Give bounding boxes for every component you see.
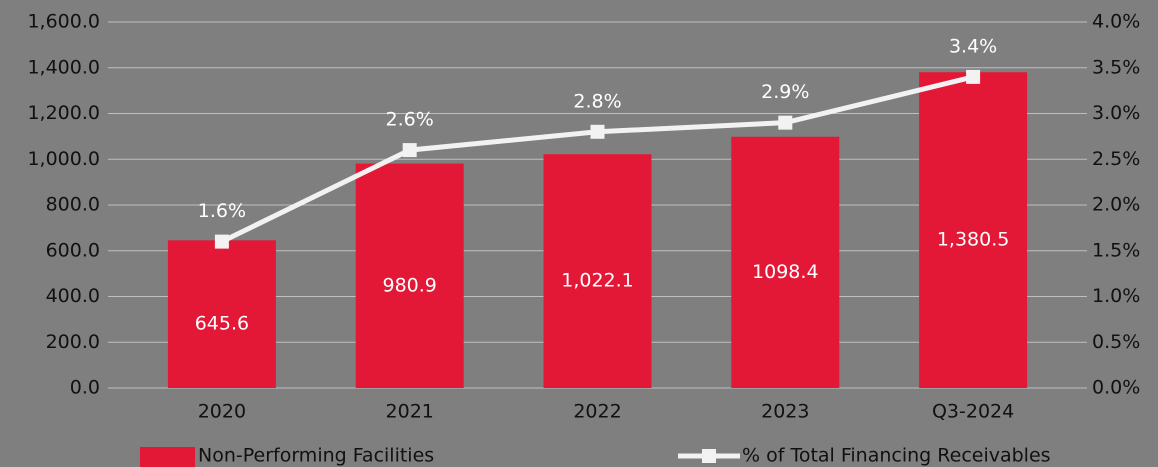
- y-tick-label: 800.0: [46, 194, 100, 216]
- y2-tick-label: 1.0%: [1092, 285, 1140, 307]
- y2-tick-label: 2.5%: [1092, 148, 1140, 170]
- y2-tick-label: 4.0%: [1092, 11, 1140, 33]
- line-value-label: 2.6%: [386, 109, 434, 131]
- y2-tick-label: 3.0%: [1092, 102, 1140, 124]
- line-value-label: 3.4%: [949, 35, 997, 57]
- legend-swatch: [702, 449, 716, 463]
- x-tick-label: 2020: [198, 401, 246, 423]
- y2-tick-label: 0.5%: [1092, 331, 1140, 353]
- y-tick-label: 1,000.0: [27, 148, 100, 170]
- bar-value-label: 1,380.5: [937, 229, 1010, 251]
- y-tick-label: 1,600.0: [27, 11, 100, 33]
- line-value-label: 2.9%: [761, 81, 809, 103]
- y2-tick-label: 2.0%: [1092, 194, 1140, 216]
- line-marker: [778, 115, 793, 130]
- line-marker: [966, 69, 981, 84]
- bar: [919, 72, 1028, 388]
- legend-label: % of Total Financing Receivables: [742, 445, 1051, 467]
- line-value-label: 1.6%: [198, 200, 246, 222]
- y-tick-label: 1,400.0: [27, 56, 100, 78]
- bar-value-label: 980.9: [382, 274, 436, 296]
- bar-value-label: 1,022.1: [561, 270, 634, 292]
- y-tick-label: 200.0: [46, 331, 100, 353]
- bar: [355, 163, 464, 388]
- y2-tick-label: 0.0%: [1092, 377, 1140, 399]
- line-value-label: 2.8%: [573, 90, 621, 112]
- x-tick-label: Q3-2024: [932, 401, 1014, 423]
- y-tick-label: 0.0: [70, 377, 100, 399]
- y2-tick-label: 1.5%: [1092, 239, 1140, 261]
- x-tick-label: 2021: [386, 401, 434, 423]
- y2-tick-label: 3.5%: [1092, 56, 1140, 78]
- bar: [543, 154, 652, 388]
- y-tick-label: 600.0: [46, 239, 100, 261]
- legend-label: Non-Performing Facilities: [198, 445, 434, 467]
- y-tick-label: 1,200.0: [27, 102, 100, 124]
- x-tick-label: 2023: [761, 401, 809, 423]
- bar: [731, 136, 840, 388]
- bar-value-label: 1098.4: [752, 261, 818, 283]
- line-marker: [402, 143, 417, 158]
- x-tick-label: 2022: [573, 401, 621, 423]
- line-marker: [590, 124, 605, 139]
- bar-value-label: 645.6: [195, 313, 249, 335]
- bar: [167, 240, 276, 388]
- line-marker: [214, 234, 229, 249]
- y-tick-label: 400.0: [46, 285, 100, 307]
- legend-swatch: [140, 447, 195, 467]
